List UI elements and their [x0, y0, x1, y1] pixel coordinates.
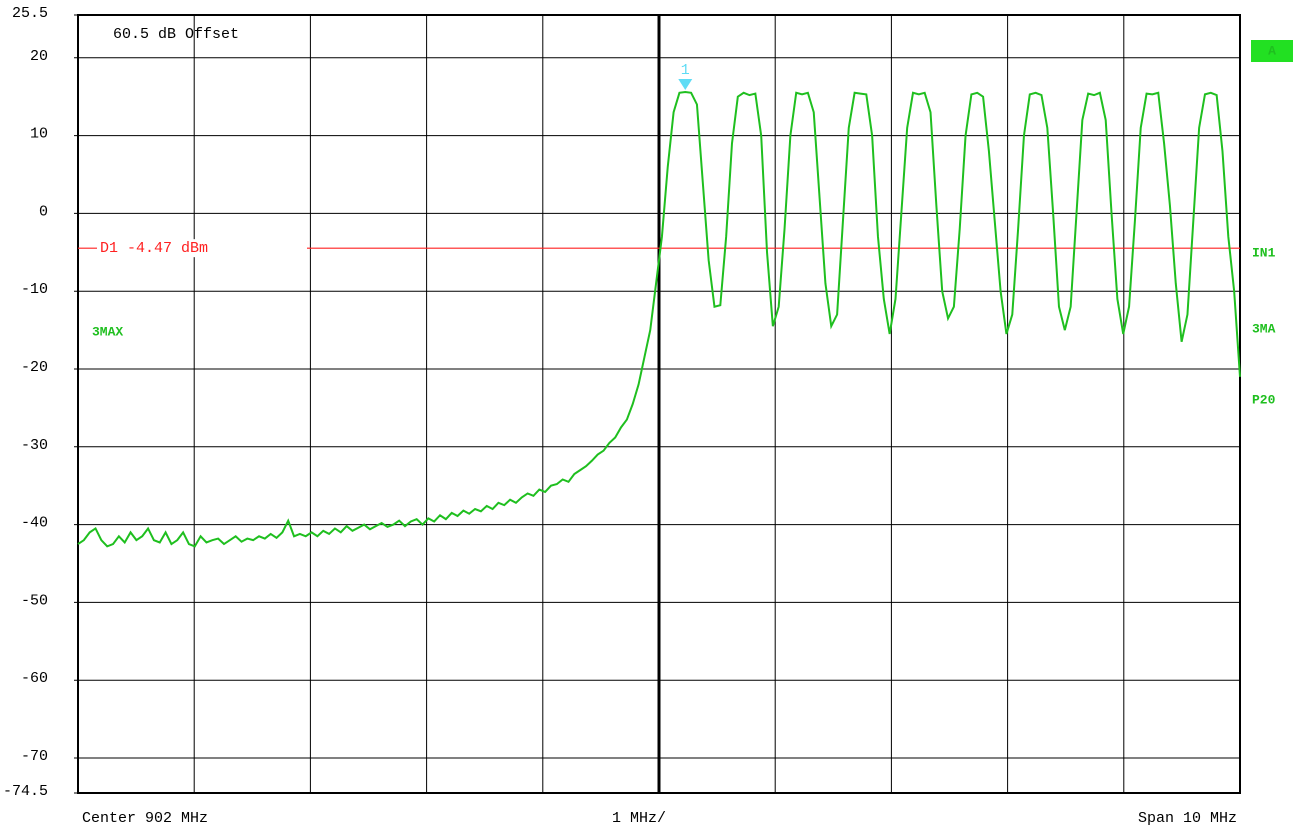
y-tick-label: -50 — [21, 592, 48, 609]
marker-label: 1 — [681, 62, 690, 79]
reference-label-bg — [97, 239, 307, 258]
y-tick-label: -10 — [21, 281, 48, 298]
trace — [77, 91, 1241, 548]
y-tick-label: -20 — [21, 359, 48, 376]
offset-label: 60.5 dB Offset — [113, 26, 239, 43]
scale-label: 1 MHz/ — [612, 810, 666, 827]
y-tick-label: 0 — [39, 203, 48, 220]
y-tick-label: 10 — [30, 126, 48, 143]
peak-marker — [678, 79, 693, 91]
span-label: Span 10 MHz — [1138, 810, 1237, 827]
y-tick-label: 25.5 — [12, 5, 48, 22]
plot-border — [77, 14, 1241, 794]
center-label: Center 902 MHz — [82, 810, 208, 827]
side-label: A — [1268, 43, 1276, 58]
y-tick-label: 20 — [30, 48, 48, 65]
y-tick-label: -40 — [21, 515, 48, 532]
y-tick-label: -70 — [21, 748, 48, 765]
y-tick-label: -60 — [21, 670, 48, 687]
y-tick-label: -30 — [21, 437, 48, 454]
reference-label: D1 -4.47 dBm — [100, 240, 208, 257]
y-tick-label: -74.5 — [3, 783, 48, 800]
side-label: 3MA — [1252, 321, 1276, 336]
side-badge — [1251, 40, 1293, 62]
trace-label: 3MAX — [92, 324, 123, 339]
side-label: P20 — [1252, 392, 1276, 407]
side-label: IN1 — [1252, 245, 1276, 260]
